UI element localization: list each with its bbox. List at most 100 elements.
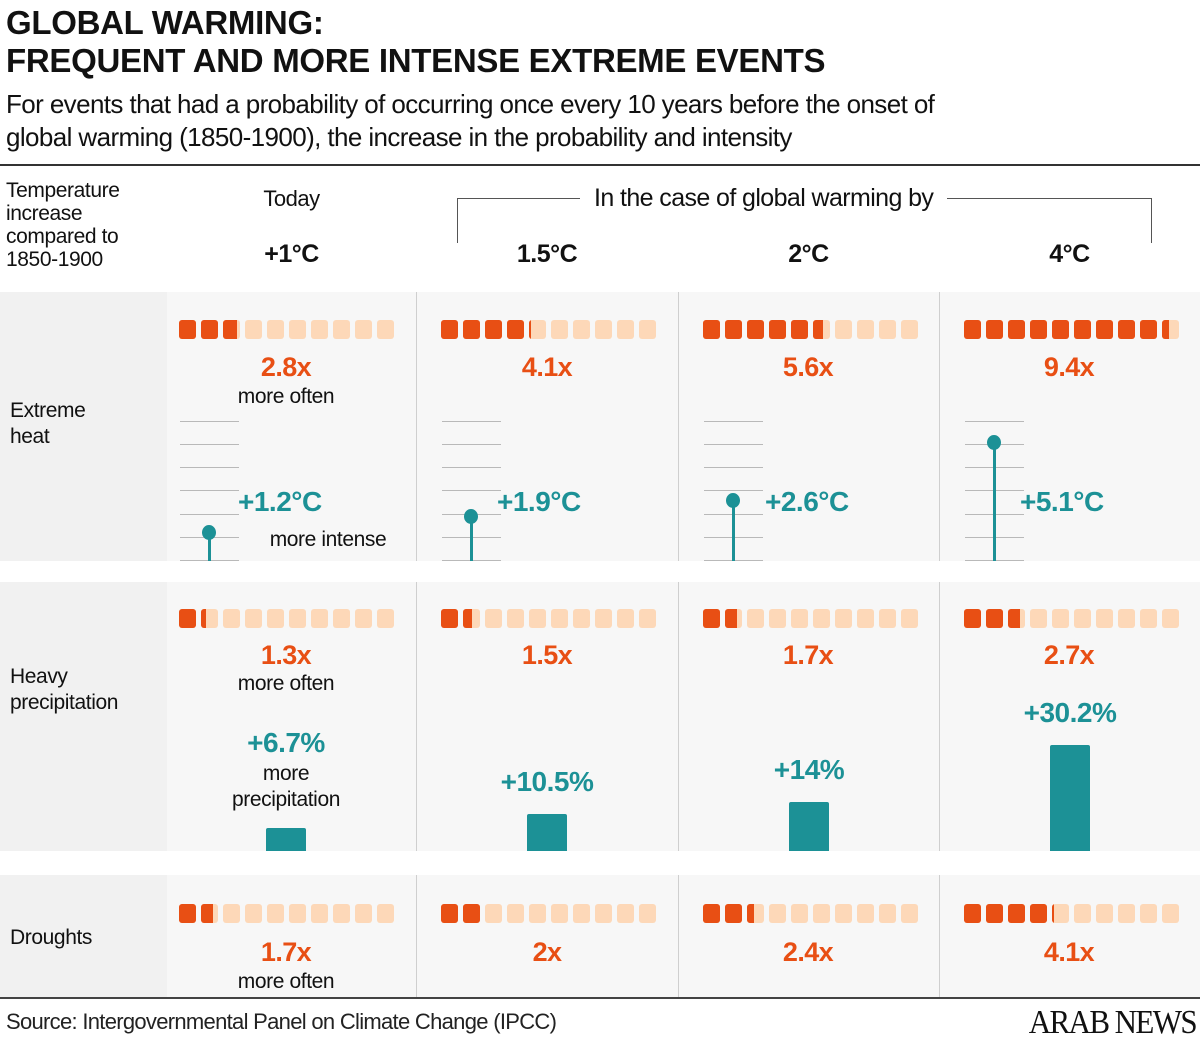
frequency-square	[551, 904, 568, 923]
frequency-square	[267, 609, 284, 628]
frequency-square	[529, 904, 546, 923]
frequency-value: 4.1x	[1043, 937, 1095, 967]
intensity-dot	[726, 492, 740, 508]
frequency-square-fill	[747, 320, 764, 339]
frequency-square	[529, 609, 546, 628]
frequency-square-fill	[1074, 320, 1091, 339]
subtitle-line-2: global warming (1850-1900), the increase…	[6, 122, 792, 152]
frequency-square-fill	[179, 320, 196, 339]
frequency-square	[769, 609, 786, 628]
intensity-gridline	[442, 467, 501, 469]
frequency-squares	[703, 320, 918, 339]
frequency-square-fill	[1030, 320, 1047, 339]
frequency-square	[333, 609, 350, 628]
frequency-square	[813, 904, 830, 923]
frequency-square	[1140, 904, 1157, 923]
intensity-gridline	[442, 490, 501, 492]
frequency-square-fill	[463, 904, 480, 923]
intensity-stem	[470, 515, 473, 561]
frequency-square	[964, 320, 981, 339]
intensity-note: more intense	[269, 528, 387, 551]
frequency-square	[901, 320, 918, 339]
frequency-square	[639, 320, 656, 339]
frequency-square	[857, 609, 874, 628]
frequency-square	[1052, 609, 1069, 628]
frequency-note: more often	[237, 672, 335, 695]
frequency-square	[573, 320, 590, 339]
frequency-square	[595, 904, 612, 923]
frequency-square	[639, 904, 656, 923]
frequency-square	[507, 609, 524, 628]
frequency-square	[725, 320, 742, 339]
subtitle-line-1: For events that had a probability of occ…	[6, 89, 935, 119]
frequency-square-fill	[1030, 904, 1047, 923]
frequency-note: more often	[237, 385, 335, 408]
intensity-gridline	[704, 420, 763, 422]
frequency-square	[463, 609, 480, 628]
frequency-square	[617, 609, 634, 628]
frequency-square	[311, 320, 328, 339]
frequency-value: 1.7x	[260, 937, 312, 967]
frequency-square	[1030, 904, 1047, 923]
frequency-square	[289, 320, 306, 339]
frequency-square	[964, 904, 981, 923]
frequency-square	[267, 320, 284, 339]
intensity-gridline	[965, 420, 1024, 422]
frequency-square-fill	[725, 609, 737, 628]
frequency-square	[507, 904, 524, 923]
precipitation-note-line: precipitation	[231, 788, 341, 811]
precipitation-bar	[266, 827, 306, 851]
frequency-square	[1096, 320, 1113, 339]
frequency-square	[573, 609, 590, 628]
frequency-square	[377, 320, 394, 339]
frequency-square-fill	[201, 320, 218, 339]
frequency-square	[901, 904, 918, 923]
intensity-dot	[202, 525, 216, 541]
precipitation-value: +10.5%	[500, 766, 594, 798]
frequency-square	[223, 904, 240, 923]
frequency-square	[747, 609, 764, 628]
column-divider	[416, 875, 417, 997]
title-line-2: FREQUENT AND MORE INTENSE EXTREME EVENTS	[6, 42, 826, 79]
column-divider	[678, 875, 679, 997]
frequency-square	[333, 320, 350, 339]
frequency-square	[986, 609, 1003, 628]
frequency-squares	[179, 609, 394, 628]
frequency-note: more often	[237, 970, 335, 993]
intensity-value: +1.9°C	[497, 486, 581, 517]
frequency-square	[879, 904, 896, 923]
intensity-gridline	[442, 444, 501, 445]
column-divider	[939, 582, 940, 851]
precipitation-note-line: more	[262, 762, 310, 785]
frequency-square	[857, 904, 874, 923]
frequency-square	[791, 320, 808, 339]
frequency-square-fill	[986, 609, 1003, 628]
frequency-square	[1008, 609, 1025, 628]
frequency-square-fill	[1162, 320, 1169, 339]
intensity-value: +1.2°C	[238, 486, 322, 517]
title-line-1: GLOBAL WARMING:	[6, 4, 324, 41]
droughts-section: Droughts 1.7x 2x 2.4x 4.1x more often	[0, 875, 1200, 997]
heavy-precipitation-section: Heavy precipitation 1.3x 1.5x 1.7x 2.7x …	[0, 582, 1200, 851]
frequency-square	[813, 609, 830, 628]
temp-label-line: Temperature	[6, 179, 120, 202]
frequency-value: 9.4x	[1043, 352, 1095, 382]
row-label-line: Heavy	[10, 665, 68, 688]
frequency-square-fill	[964, 609, 981, 628]
frequency-square	[1074, 609, 1091, 628]
frequency-square-fill	[791, 320, 808, 339]
extreme-heat-section: Extreme heat 2.8x 4.1x 5.6x 9.4x more of…	[0, 292, 1200, 561]
frequency-squares	[703, 904, 918, 923]
row-label-column	[0, 582, 167, 851]
frequency-square	[551, 320, 568, 339]
frequency-square-fill	[507, 320, 524, 339]
row-label-line: Droughts	[10, 926, 93, 949]
frequency-squares	[179, 320, 394, 339]
frequency-square-fill	[747, 904, 754, 923]
scenario-label: In the case of global warming by	[580, 184, 948, 213]
frequency-square-fill	[964, 320, 981, 339]
frequency-square	[595, 609, 612, 628]
frequency-square	[1162, 320, 1179, 339]
row-label-line: Extreme	[10, 399, 86, 422]
intensity-gridline	[180, 467, 239, 469]
